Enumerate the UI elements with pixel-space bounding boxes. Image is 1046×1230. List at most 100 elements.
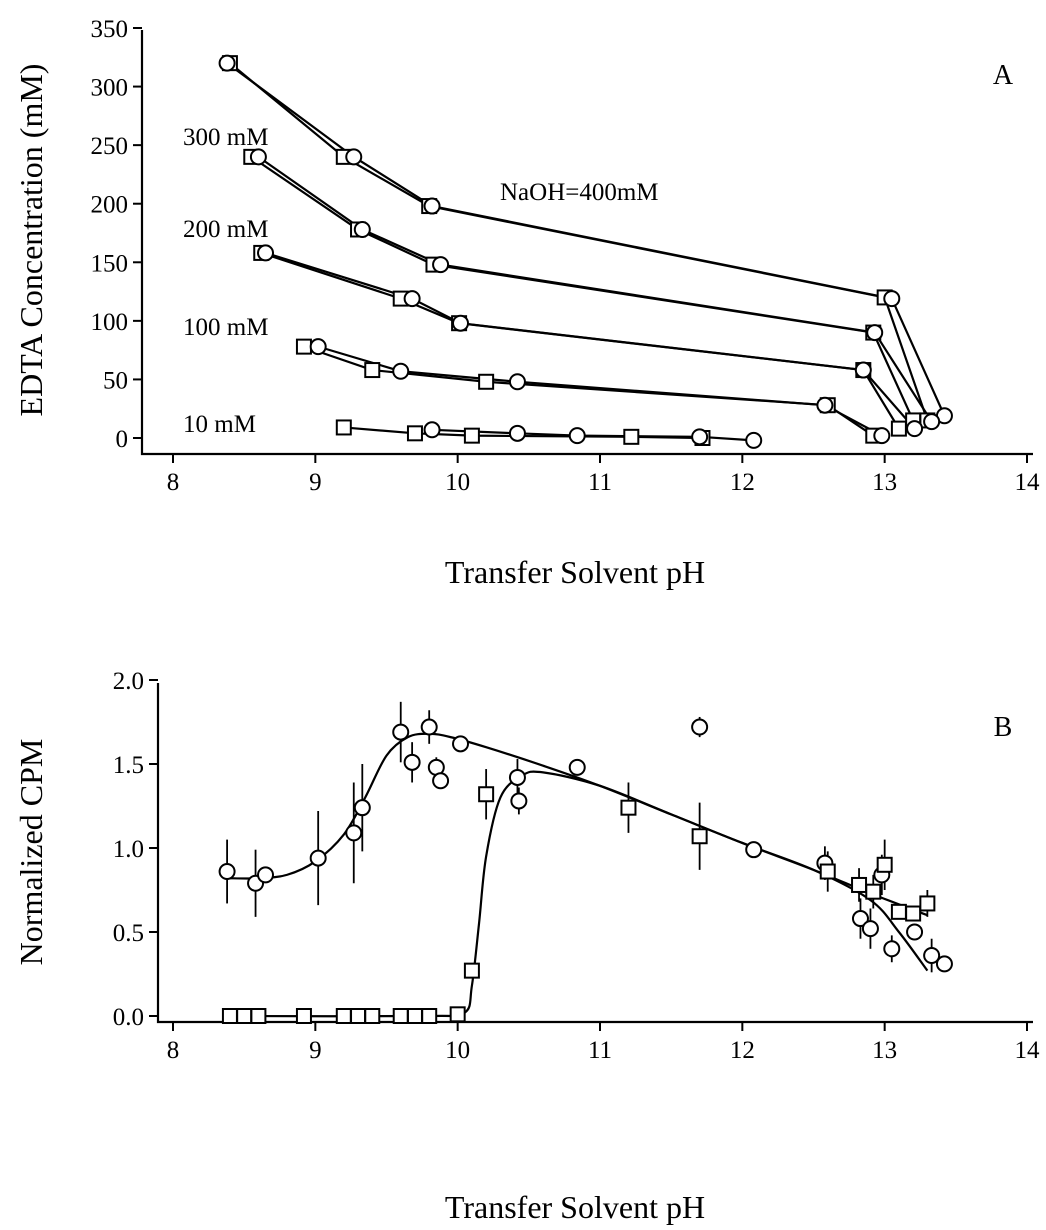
panel-b-letter: B [994, 712, 1013, 743]
y-tick-label: 1.5 [113, 752, 144, 779]
circle-marker-series-9 [745, 431, 763, 449]
circle-marker-series-0 [691, 718, 709, 736]
circle-marker-series-0 [906, 923, 924, 941]
circle-marker-series-5 [452, 314, 470, 332]
annotation-100mm: 100 mM [183, 314, 268, 341]
circle-marker-series-0 [420, 718, 438, 736]
circle-marker-series-0 [508, 768, 526, 786]
y-tick-label: 200 [91, 192, 129, 219]
square-marker-series-1 [364, 1008, 381, 1024]
circle-marker-series-0 [392, 723, 410, 741]
circle-marker-series-1 [883, 290, 901, 308]
circle-marker-series-0 [851, 910, 869, 928]
panel-b-error-bars [226, 701, 933, 973]
y-tick-label: 0 [116, 426, 129, 453]
panel-a: 8 9 10 11 12 13 14 0 50 100 150 200 250 300 350 Transf… [13, 16, 1040, 590]
square-marker-series-1 [851, 876, 868, 893]
circle-marker-series-5 [854, 361, 872, 379]
y-tick-label: 50 [103, 367, 128, 394]
square-marker-series-1 [865, 883, 882, 900]
annotation-naoh-400mm: NaOH=400mM [500, 179, 659, 206]
circle-marker-series-9 [691, 428, 709, 446]
square-marker-series-1 [478, 786, 495, 803]
square-marker-series-1 [421, 1008, 438, 1024]
y-tick-label: 1.0 [113, 836, 144, 863]
square-marker-series-1 [221, 1008, 238, 1024]
circle-marker-series-7 [816, 396, 834, 414]
square-marker-series-1 [350, 1008, 367, 1024]
panel-b: 8 9 10 11 12 13 14 0.0 0.5 1.0 1.5 2.0 Transfer Sol… [13, 668, 1040, 1225]
x-tick-label: 9 [309, 1037, 322, 1064]
square-marker-series-1 [295, 1008, 312, 1024]
circle-marker-series-7 [508, 373, 526, 391]
x-tick-label: 11 [588, 469, 612, 496]
x-tick-label: 10 [445, 469, 470, 496]
x-tick-label: 12 [730, 469, 755, 496]
circle-marker-series-5 [257, 244, 275, 262]
x-tick-label: 13 [872, 469, 897, 496]
circle-marker-series-0 [353, 799, 371, 817]
y-tick-label: 350 [91, 16, 129, 43]
series-line-6 [303, 345, 874, 437]
square-marker-series-1 [691, 828, 708, 845]
circle-marker-series-3 [432, 256, 450, 274]
panel-b-y-axis-label: Normalized CPM [13, 739, 49, 966]
square-marker-series-1 [236, 1008, 253, 1024]
y-tick-label: 300 [91, 75, 129, 102]
panel-a-letter: A [993, 60, 1014, 91]
circle-marker-series-0 [935, 955, 953, 973]
x-tick-label: 13 [872, 1037, 897, 1064]
circle-marker-series-0 [432, 772, 450, 790]
circle-marker-series-0 [568, 758, 586, 776]
square-marker-series-1 [890, 903, 907, 920]
circle-marker-series-3 [353, 220, 371, 238]
circle-marker-series-3 [866, 324, 884, 342]
y-tick-label: 100 [91, 309, 129, 336]
annotation-10mm: 10 mM [183, 411, 256, 438]
square-marker-series-1 [876, 856, 893, 873]
circle-marker-series-0 [403, 753, 421, 771]
x-tick-label: 8 [167, 1037, 180, 1064]
square-marker-series-1 [620, 799, 637, 816]
circle-marker-series-1 [218, 54, 236, 72]
x-tick-label: 8 [167, 469, 180, 496]
series-line-1 [226, 62, 946, 417]
panel-a-markers [218, 54, 953, 449]
circle-marker-series-0 [510, 792, 528, 810]
circle-marker-series-7 [392, 362, 410, 380]
panel-a-y-axis-label: EDTA Concentration (mM) [13, 64, 49, 417]
circle-marker-series-3 [249, 148, 267, 166]
square-marker-series-8 [623, 428, 640, 445]
series-line-0 [229, 62, 929, 421]
circle-marker-series-0 [257, 866, 275, 884]
square-marker-series-1 [463, 962, 480, 979]
square-marker-series-1 [919, 895, 936, 912]
series-line-4 [260, 251, 900, 430]
panel-a-x-axis-label: Transfer Solvent pH [445, 554, 705, 590]
square-marker-series-8 [463, 427, 480, 444]
square-marker-series-8 [335, 419, 352, 436]
circle-marker-series-7 [309, 338, 327, 356]
square-marker-series-6 [295, 338, 312, 355]
circle-marker-series-0 [345, 824, 363, 842]
x-tick-label: 11 [588, 1037, 612, 1064]
y-tick-label: 150 [91, 250, 129, 277]
circle-marker-series-1 [423, 197, 441, 215]
circle-marker-series-5 [403, 290, 421, 308]
panel-a-axes [140, 30, 1033, 456]
square-marker-series-1 [905, 905, 922, 922]
square-marker-series-1 [449, 1006, 466, 1023]
square-marker-series-1 [392, 1008, 409, 1024]
panel-a-lines [226, 62, 946, 442]
fit-curve-square [229, 770, 928, 1018]
panel-b-axes [156, 683, 1033, 1024]
x-tick-label: 10 [445, 1037, 470, 1064]
square-marker-series-4 [890, 420, 907, 437]
series-line-7 [317, 345, 883, 437]
y-tick-label: 250 [91, 133, 129, 160]
annotation-300mm: 300 mM [183, 124, 268, 151]
square-marker-series-6 [478, 373, 495, 390]
square-marker-series-1 [819, 863, 836, 880]
panel-b-markers [218, 718, 953, 1024]
